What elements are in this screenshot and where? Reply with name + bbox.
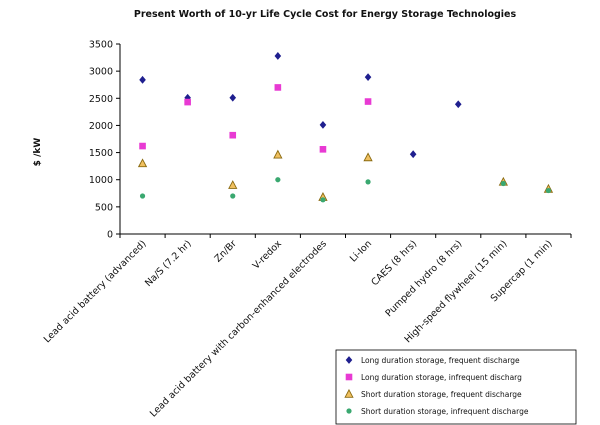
data-point bbox=[454, 100, 462, 109]
data-point bbox=[500, 180, 506, 187]
x-category-label: Lead acid battery (advanced) bbox=[42, 238, 149, 345]
data-point bbox=[363, 152, 373, 162]
data-point bbox=[273, 149, 283, 159]
legend-marker bbox=[346, 408, 352, 414]
series-2 bbox=[139, 84, 372, 153]
data-point bbox=[137, 158, 148, 168]
data-point bbox=[229, 93, 237, 102]
data-point bbox=[184, 98, 191, 106]
data-point bbox=[274, 84, 282, 91]
data-point bbox=[364, 98, 372, 105]
y-tick-label: 1500 bbox=[89, 148, 113, 159]
chart-title: Present Worth of 10-yr Life Cycle Cost f… bbox=[134, 9, 517, 20]
y-tick-label: 3500 bbox=[89, 40, 113, 51]
y-tick-label: 1000 bbox=[89, 175, 113, 186]
y-axis-label: $ /kW bbox=[33, 138, 43, 167]
legend-entry: Short duration storage, infrequent disch… bbox=[361, 407, 529, 416]
y-tick-label: 0 bbox=[107, 230, 113, 241]
series-4 bbox=[139, 177, 552, 203]
legend-marker bbox=[345, 373, 353, 381]
data-point bbox=[139, 75, 146, 84]
legend-marker bbox=[344, 388, 354, 398]
y-tick-label: 2500 bbox=[89, 94, 113, 105]
data-point bbox=[274, 52, 282, 60]
legend-marker bbox=[345, 356, 353, 364]
legend-entry: Short duration storage, frequent dischar… bbox=[361, 390, 522, 399]
data-point bbox=[230, 193, 236, 199]
data-points bbox=[137, 52, 554, 203]
x-category-label: V-redox bbox=[251, 238, 285, 272]
y-axis-ticks: 0 500 1000 1500 2000 2500 3000 3500 bbox=[89, 40, 120, 241]
y-tick-label: 3000 bbox=[89, 67, 113, 78]
x-category-label: Pumped hydro (8 hrs) bbox=[384, 238, 465, 319]
data-point bbox=[319, 146, 327, 153]
data-point bbox=[409, 150, 417, 159]
legend-entry: Long duration storage, infrequent discha… bbox=[361, 373, 522, 382]
series-3 bbox=[137, 149, 554, 201]
data-point bbox=[275, 177, 281, 183]
x-category-label: CAES (8 hrs) bbox=[369, 238, 419, 288]
legend-entry: Long duration storage, frequent discharg… bbox=[361, 356, 520, 365]
y-tick-label: 2000 bbox=[89, 121, 113, 132]
y-tick-label: 500 bbox=[95, 202, 113, 213]
data-point bbox=[319, 120, 327, 129]
data-point bbox=[229, 131, 237, 139]
x-category-label: Li-Ion bbox=[348, 238, 374, 264]
data-point bbox=[545, 187, 552, 194]
data-point bbox=[139, 193, 146, 199]
data-point bbox=[320, 197, 326, 203]
data-point bbox=[139, 142, 146, 150]
x-category-label: Lead acid battery with carbon-enhanced e… bbox=[148, 238, 329, 419]
data-point bbox=[228, 180, 238, 189]
x-category-label: Na/S (7.2 hr) bbox=[143, 238, 194, 289]
legend-box bbox=[335, 349, 577, 425]
axes bbox=[119, 44, 571, 235]
data-point bbox=[364, 73, 372, 82]
legend: Long duration storage, frequent discharg… bbox=[335, 349, 577, 425]
x-category-label: Zn/Br bbox=[213, 238, 239, 264]
data-point bbox=[365, 179, 371, 185]
